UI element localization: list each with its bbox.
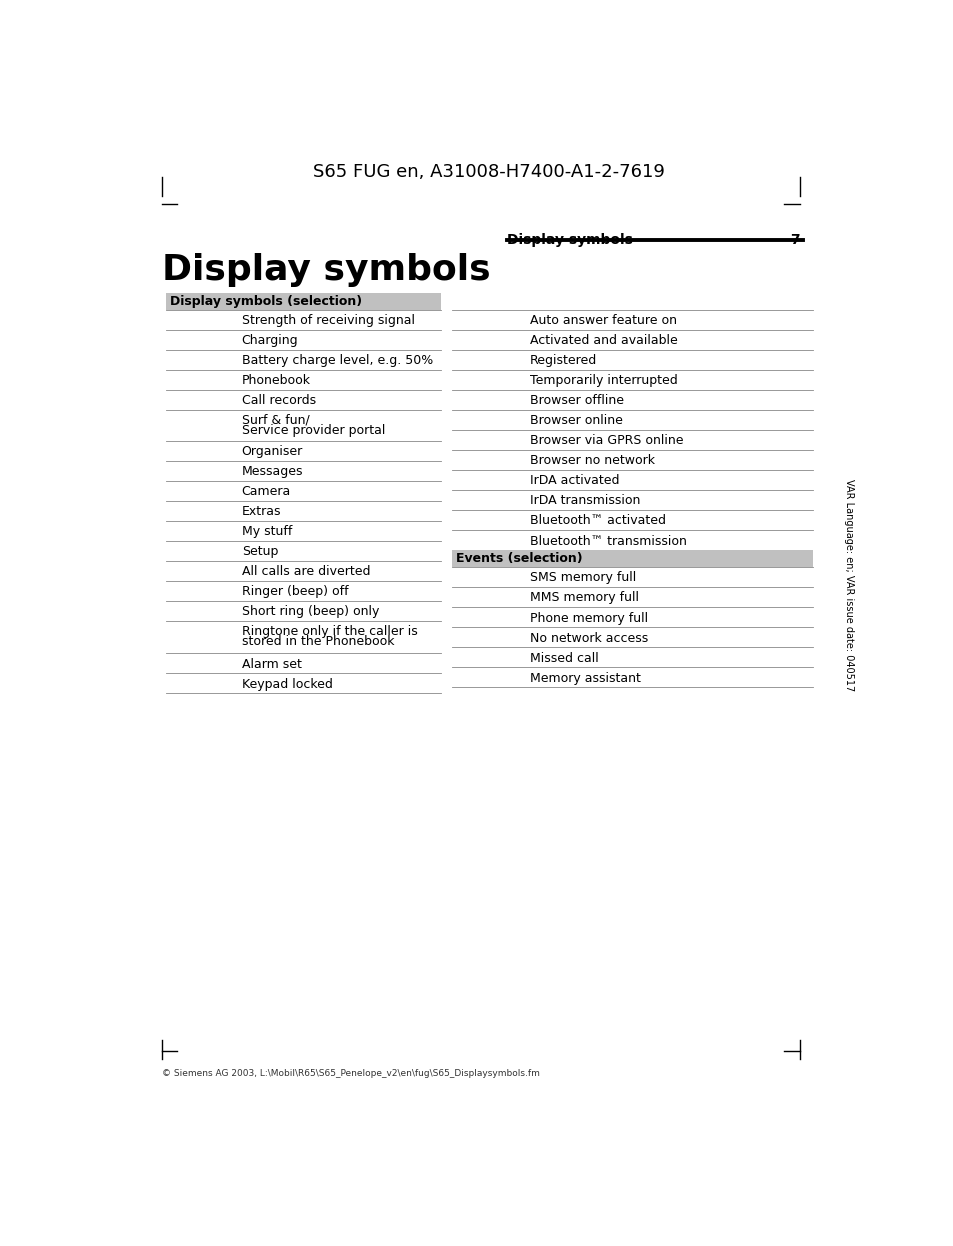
Text: My stuff: My stuff bbox=[241, 526, 292, 538]
Text: Surf & fun/: Surf & fun/ bbox=[241, 414, 309, 426]
Text: SMS memory full: SMS memory full bbox=[530, 572, 636, 584]
Text: Browser via GPRS online: Browser via GPRS online bbox=[530, 435, 682, 447]
Text: MMS memory full: MMS memory full bbox=[530, 592, 639, 604]
Text: Extras: Extras bbox=[241, 506, 281, 518]
Text: stored in the Phonebook: stored in the Phonebook bbox=[241, 634, 394, 648]
Text: Ringtone only if the caller is: Ringtone only if the caller is bbox=[241, 624, 417, 638]
Text: Memory assistant: Memory assistant bbox=[530, 672, 640, 684]
Text: Activated and available: Activated and available bbox=[530, 334, 677, 348]
Text: Browser offline: Browser offline bbox=[530, 395, 623, 407]
Text: Charging: Charging bbox=[241, 334, 298, 348]
Text: 7: 7 bbox=[789, 233, 799, 247]
Text: Keypad locked: Keypad locked bbox=[241, 678, 333, 690]
Text: S65 FUG en, A31008-H7400-A1-2-7619: S65 FUG en, A31008-H7400-A1-2-7619 bbox=[313, 163, 664, 182]
Text: Bluetooth™ transmission: Bluetooth™ transmission bbox=[530, 535, 686, 547]
Text: Display symbols: Display symbols bbox=[506, 233, 632, 247]
Text: Events (selection): Events (selection) bbox=[456, 552, 582, 566]
Text: Browser no network: Browser no network bbox=[530, 455, 655, 467]
Text: Messages: Messages bbox=[241, 465, 303, 478]
Text: Short ring (beep) only: Short ring (beep) only bbox=[241, 606, 378, 618]
Text: All calls are diverted: All calls are diverted bbox=[241, 566, 370, 578]
FancyBboxPatch shape bbox=[166, 293, 440, 310]
Text: Ringer (beep) off: Ringer (beep) off bbox=[241, 586, 348, 598]
Text: © Siemens AG 2003, L:\Mobil\R65\S65_Penelope_v2\en\fug\S65_Displaysymbols.fm: © Siemens AG 2003, L:\Mobil\R65\S65_Pene… bbox=[162, 1069, 539, 1078]
Text: Phone memory full: Phone memory full bbox=[530, 612, 647, 624]
Text: Bluetooth™ activated: Bluetooth™ activated bbox=[530, 515, 665, 527]
Text: Battery charge level, e.g. 50%: Battery charge level, e.g. 50% bbox=[241, 354, 433, 368]
Text: Alarm set: Alarm set bbox=[241, 658, 301, 670]
Text: Camera: Camera bbox=[241, 485, 291, 498]
Text: Service provider portal: Service provider portal bbox=[241, 424, 385, 436]
Text: No network access: No network access bbox=[530, 632, 648, 644]
Text: Display symbols: Display symbols bbox=[162, 253, 490, 287]
Text: Display symbols (selection): Display symbols (selection) bbox=[170, 295, 361, 308]
Text: Browser online: Browser online bbox=[530, 415, 622, 427]
Text: Missed call: Missed call bbox=[530, 652, 598, 664]
Text: Setup: Setup bbox=[241, 546, 277, 558]
Text: Temporarily interrupted: Temporarily interrupted bbox=[530, 374, 677, 388]
Text: Phonebook: Phonebook bbox=[241, 374, 311, 388]
Text: Call records: Call records bbox=[241, 395, 315, 407]
Text: VAR Language: en; VAR issue date: 040517: VAR Language: en; VAR issue date: 040517 bbox=[843, 480, 853, 692]
FancyBboxPatch shape bbox=[452, 549, 812, 567]
Text: Strength of receiving signal: Strength of receiving signal bbox=[241, 314, 415, 328]
Text: Auto answer feature on: Auto answer feature on bbox=[530, 314, 677, 328]
Text: Organiser: Organiser bbox=[241, 445, 303, 459]
Text: Registered: Registered bbox=[530, 354, 597, 368]
Text: IrDA transmission: IrDA transmission bbox=[530, 495, 639, 507]
Text: IrDA activated: IrDA activated bbox=[530, 475, 618, 487]
